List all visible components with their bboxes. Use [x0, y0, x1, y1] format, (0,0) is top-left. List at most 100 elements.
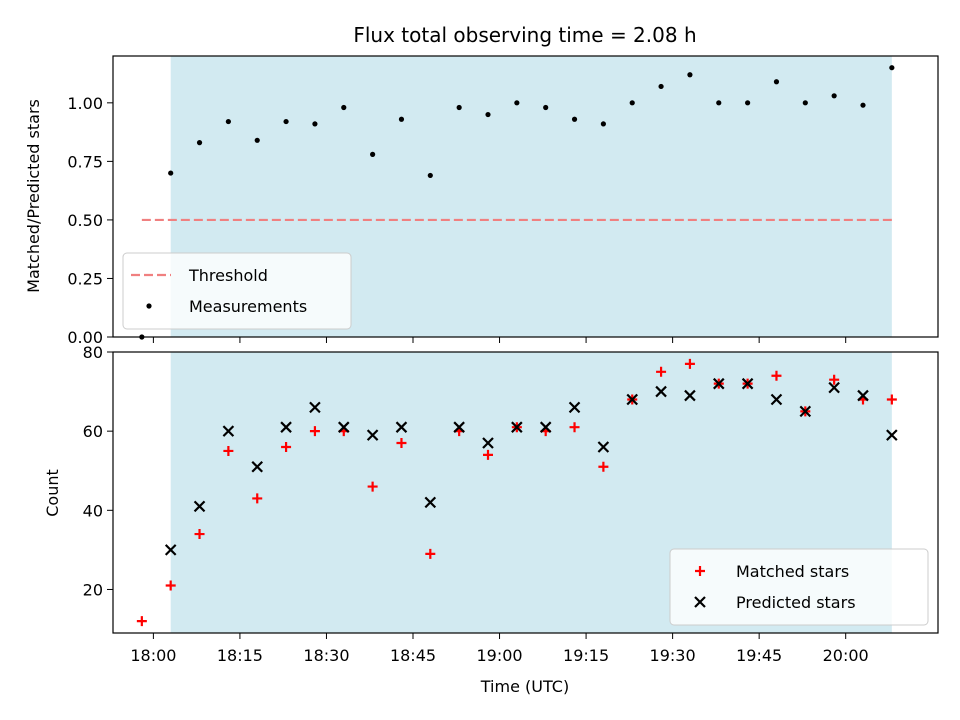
- predicted-star-point: [337, 421, 350, 433]
- predicted-star-point: [251, 460, 264, 473]
- top-y-axis-label: Matched/Predicted stars: [24, 99, 43, 293]
- predicted-star-point: [568, 401, 581, 414]
- x-tick-label: 19:15: [563, 646, 609, 665]
- measurement-point: [254, 137, 260, 143]
- predicted-star-point: [453, 421, 465, 433]
- predicted-star-point: [799, 405, 812, 418]
- y-tick-label: 80: [83, 343, 103, 362]
- predicted-star-point: [886, 429, 898, 441]
- measurement-point: [514, 100, 520, 106]
- legend-predicted-swatch: [694, 596, 706, 608]
- measurement-point: [168, 170, 174, 176]
- y-tick-label: 0.00: [67, 328, 103, 347]
- top-panel: 0.00 0.25 0.50 0.75 1.00 Threshold Measurement…: [67, 55, 939, 347]
- legend-label: Predicted stars: [736, 593, 856, 612]
- measurement-point: [889, 65, 895, 71]
- matched-star-point: [136, 616, 147, 627]
- measurement-point: [225, 118, 231, 125]
- matched-star-point: [194, 529, 205, 540]
- measurement-point: [745, 100, 751, 106]
- measurement-point: [860, 102, 866, 108]
- y-tick-label: 20: [83, 580, 103, 599]
- matched-star-point: [684, 358, 695, 369]
- legend: Matched stars Predicted stars: [669, 548, 929, 626]
- measurement-point: [485, 111, 491, 118]
- predicted-star-point: [655, 385, 667, 398]
- x-tick-label: 20:00: [823, 646, 869, 665]
- matched-star-point: [598, 461, 609, 472]
- matched-star-point: [656, 366, 667, 377]
- predicted-star-point: [712, 377, 725, 390]
- predicted-star-point: [626, 393, 639, 406]
- predicted-star-point: [539, 421, 552, 433]
- plot-frame: [112, 55, 939, 338]
- legend-label: Threshold: [188, 266, 268, 285]
- y-tick-label: 0.75: [67, 152, 103, 171]
- matched-star-point: [396, 438, 407, 449]
- matched-star-point: [281, 441, 292, 452]
- predicted-star-point: [597, 441, 610, 453]
- x-tick-label: 18:15: [217, 646, 263, 665]
- bottom-panel: 20 40 60 80 18:00 18:15 18:30 18:45 19:00 19:15 19…: [83, 343, 939, 665]
- y-tick-label: 0.25: [67, 269, 103, 288]
- predicted-star-point: [193, 500, 206, 513]
- y-tick-label: 40: [83, 501, 103, 520]
- measurement-point: [341, 104, 347, 111]
- measurement-point: [571, 116, 578, 122]
- y-tick-label: 60: [83, 422, 103, 441]
- predicted-star-point: [482, 437, 494, 449]
- matched-star-point: [569, 422, 580, 433]
- predicted-star-point: [684, 389, 696, 402]
- predicted-star-point: [280, 421, 292, 433]
- x-tick-label: 19:30: [650, 646, 696, 665]
- x-tick-label: 18:00: [130, 646, 176, 665]
- matched-star-point: [223, 445, 234, 456]
- legend-box: [669, 548, 929, 626]
- predicted-star-point: [164, 544, 177, 556]
- predicted-star-point: [366, 429, 379, 441]
- measurement-point: [831, 93, 837, 99]
- predicted-star-point: [741, 377, 754, 390]
- measurement-point: [370, 151, 376, 157]
- matched-star-point: [425, 548, 436, 559]
- predicted-star-point: [857, 389, 869, 402]
- measurement-point: [773, 79, 780, 85]
- predicted-star-point: [309, 401, 321, 414]
- predicted-star-point: [511, 421, 523, 433]
- matched-star-point: [483, 449, 493, 460]
- predicted-star-point: [395, 421, 408, 433]
- matched-star-point: [309, 426, 320, 437]
- plot-frame: [112, 351, 939, 634]
- measurement-point: [716, 100, 722, 106]
- legend-label: Measurements: [189, 297, 307, 316]
- predicted-star-point: [424, 496, 437, 509]
- matched-star-point: [886, 394, 897, 405]
- matched-star-point: [165, 580, 176, 591]
- measurement-point: [543, 104, 549, 111]
- x-axis-label: Time (UTC): [480, 677, 569, 696]
- legend-label: Matched stars: [736, 562, 849, 581]
- predicted-star-point: [828, 381, 840, 394]
- x-tick-label: 19:00: [476, 646, 522, 665]
- matched-star-point: [252, 493, 263, 504]
- legend-box: [122, 252, 352, 330]
- measurement-point: [802, 100, 808, 106]
- legend-matched-swatch: [695, 566, 705, 576]
- x-tick-label: 18:30: [303, 646, 349, 665]
- matched-star-point: [367, 481, 378, 492]
- y-tick-label: 1.00: [67, 94, 103, 113]
- measurement-point: [427, 172, 433, 179]
- x-tick-label: 19:45: [736, 646, 782, 665]
- y-tick-label: 0.50: [67, 211, 103, 230]
- measurement-point: [283, 118, 289, 125]
- legend: Threshold Measurements: [122, 252, 352, 330]
- measurement-point: [312, 121, 318, 127]
- predicted-star-point: [222, 425, 235, 437]
- measurement-point: [456, 104, 462, 111]
- matched-star-point: [829, 374, 840, 385]
- predicted-star-point: [770, 393, 783, 406]
- measurement-point: [687, 72, 693, 78]
- bottom-y-axis-label: Count: [43, 469, 62, 517]
- legend-measurement-swatch: [146, 303, 152, 309]
